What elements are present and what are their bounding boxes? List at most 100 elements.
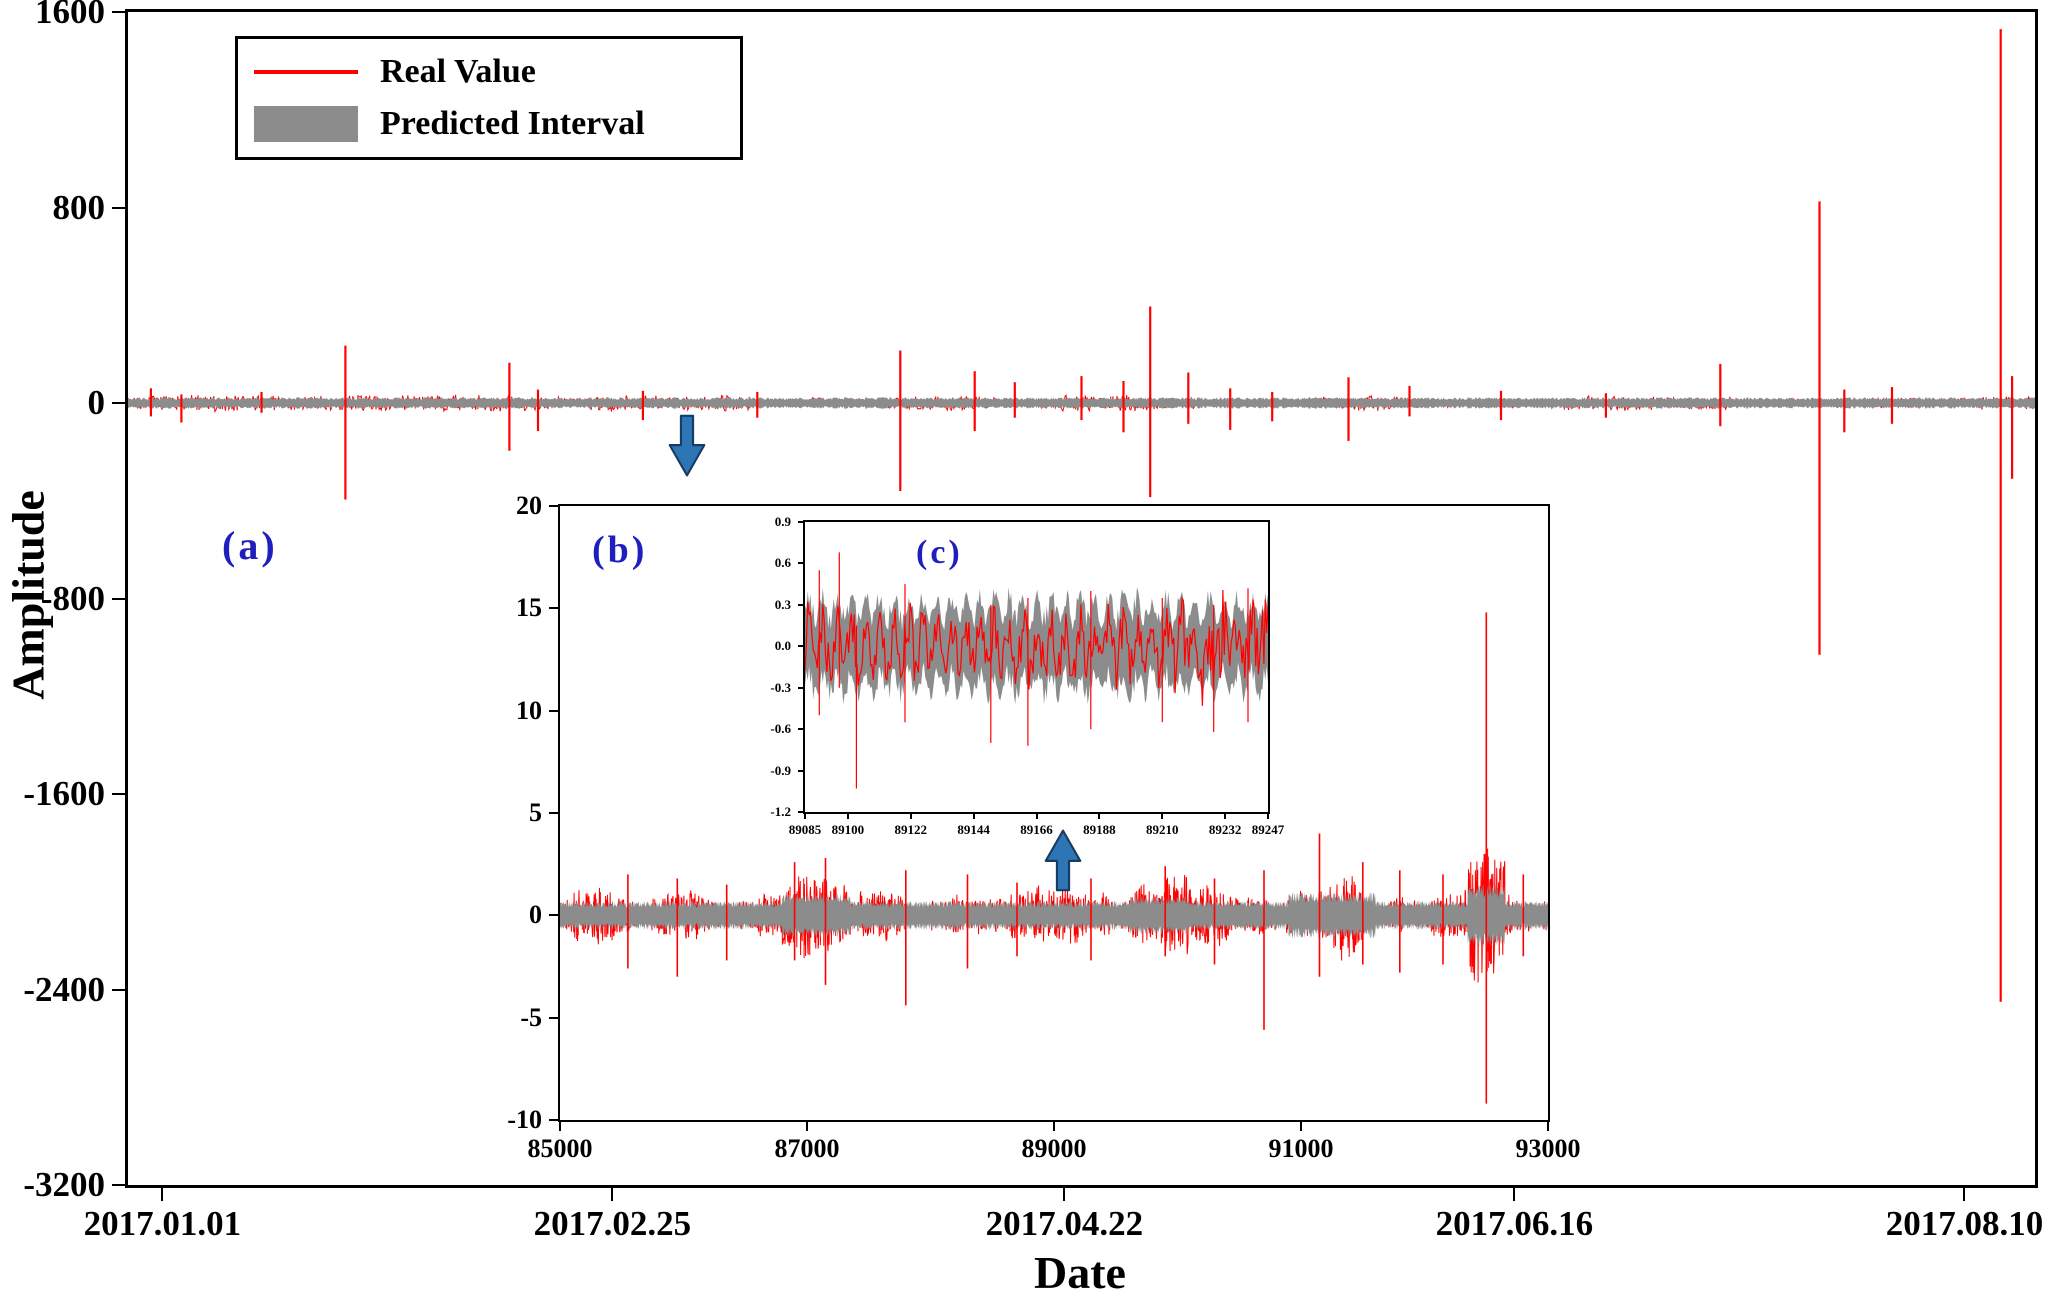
y-tick-mark	[798, 645, 803, 648]
x-tick-mark	[972, 814, 975, 819]
y-tick-mark	[112, 402, 125, 404]
y-tick-label: -0.3	[770, 679, 791, 695]
y-tick-mark	[798, 686, 803, 689]
x-tick-mark	[559, 1122, 561, 1131]
x-tick-label: 89100	[831, 822, 865, 837]
y-tick-mark	[112, 793, 125, 795]
x-tick-label: 89144	[957, 822, 990, 837]
y-tick-label: 0	[529, 900, 542, 930]
x-tick-mark	[1161, 814, 1164, 819]
chart-a-plot-area	[128, 29, 2035, 1002]
y-tick-mark	[798, 728, 803, 731]
y-tick-label: 1600	[35, 0, 105, 31]
x-tick-mark	[1063, 1188, 1066, 1201]
y-tick-mark	[549, 607, 558, 610]
zoom-arrow-up-icon	[1044, 829, 1082, 892]
x-tick-mark	[846, 814, 849, 819]
y-tick-mark	[798, 521, 803, 523]
x-tick-mark	[161, 1188, 164, 1201]
y-tick-label: -2400	[23, 969, 105, 1009]
x-tick-label: 89122	[894, 822, 927, 837]
y-tick-label: 0	[87, 383, 106, 422]
y-tick-label: 10	[516, 695, 542, 725]
x-tick-mark	[804, 814, 806, 819]
panel-label-a: (a)	[222, 523, 278, 568]
y-tick-mark	[549, 505, 558, 507]
chart-c-plot-area	[805, 552, 1268, 789]
y-tick-label: -1.2	[770, 804, 791, 819]
x-tick-label: 2017.08.10	[1885, 1204, 2044, 1243]
x-tick-mark	[1098, 814, 1101, 819]
y-tick-mark	[549, 1016, 558, 1019]
y-tick-label: -0.9	[770, 762, 791, 778]
y-tick-mark	[798, 769, 803, 772]
legend: Real Value Predicted Interval	[235, 36, 743, 160]
y-tick-mark	[549, 914, 558, 917]
y-tick-label: 0.3	[774, 596, 791, 612]
x-tick-label: 2017.04.22	[985, 1204, 1144, 1243]
x-tick-mark	[1963, 1188, 1966, 1201]
x-tick-mark	[1547, 1122, 1549, 1131]
legend-label-real-value: Real Value	[380, 53, 536, 90]
legend-item-predicted-interval: Predicted Interval	[254, 105, 740, 143]
x-tick-mark	[611, 1188, 614, 1201]
x-tick-mark	[1053, 1122, 1055, 1131]
x-tick-label: 2017.02.25	[533, 1204, 692, 1243]
y-tick-mark	[549, 812, 558, 814]
x-tick-label: 85000	[527, 1134, 593, 1163]
y-tick-label: 0.6	[774, 555, 791, 571]
y-tick-label: -0.6	[770, 721, 791, 737]
legend-label-predicted-interval: Predicted Interval	[380, 105, 645, 142]
x-tick-mark	[1513, 1188, 1516, 1201]
y-tick-label: 0.0	[774, 638, 791, 654]
x-tick-label: 89166	[1020, 822, 1053, 837]
y-tick-label: 20	[516, 491, 542, 520]
x-tick-label: 2017.01.01	[83, 1204, 242, 1243]
y-tick-label: 800	[52, 187, 106, 227]
x-tick-label: 89085	[788, 822, 822, 837]
x-tick-label: 2017.06.16	[1435, 1204, 1594, 1243]
x-tick-mark	[1300, 1122, 1302, 1131]
y-tick-label: -10	[507, 1105, 542, 1134]
x-tick-label: 87000	[774, 1134, 840, 1163]
y-tick-label: -5	[520, 1002, 542, 1032]
x-tick-label: 89000	[1021, 1134, 1087, 1163]
legend-swatch-predicted-interval	[254, 106, 358, 142]
y-tick-mark	[112, 11, 125, 13]
x-tick-mark	[1035, 814, 1038, 819]
panel-label-c: (c)	[916, 534, 963, 571]
y-tick-mark	[798, 562, 803, 565]
x-tick-label: 93000	[1515, 1134, 1581, 1163]
x-tick-label: 91000	[1268, 1134, 1334, 1163]
y-tick-label: -800	[40, 578, 105, 618]
legend-swatch-real-value	[254, 70, 358, 74]
chart-c: 0.9 0.6 0.3 0.0 -0.3 -0.6 -0.9 -1.2 89085 89100 89…	[770, 514, 1284, 837]
panel-label-b: (b)	[592, 529, 648, 571]
x-tick-mark	[1224, 814, 1227, 819]
chart-b-plot-area	[560, 612, 1548, 1104]
y-tick-mark	[112, 597, 125, 600]
x-axis-title: Date	[1034, 1247, 1126, 1298]
zoom-arrow-down-icon	[668, 414, 706, 477]
y-tick-mark	[112, 988, 125, 991]
x-tick-mark	[909, 814, 912, 819]
y-tick-mark	[549, 709, 558, 712]
y-tick-mark	[112, 1184, 125, 1186]
y-tick-mark	[798, 811, 803, 813]
x-tick-label: 89232	[1208, 822, 1242, 837]
y-tick-label: 0.9	[774, 514, 791, 529]
y-tick-mark	[798, 603, 803, 606]
y-tick-label: -1600	[23, 774, 105, 813]
x-tick-mark	[806, 1122, 808, 1131]
x-tick-mark	[1267, 814, 1269, 819]
y-tick-mark	[112, 206, 125, 209]
y-tick-label: -3200	[23, 1165, 105, 1204]
x-tick-label: 89247	[1251, 822, 1285, 837]
x-tick-label: 89188	[1083, 822, 1116, 837]
y-tick-mark	[549, 1119, 558, 1121]
y-tick-label: 15	[516, 593, 542, 623]
y-axis-title: Amplitude	[2, 490, 54, 700]
y-tick-label: 5	[529, 798, 542, 827]
legend-item-real-value: Real Value	[254, 53, 740, 91]
